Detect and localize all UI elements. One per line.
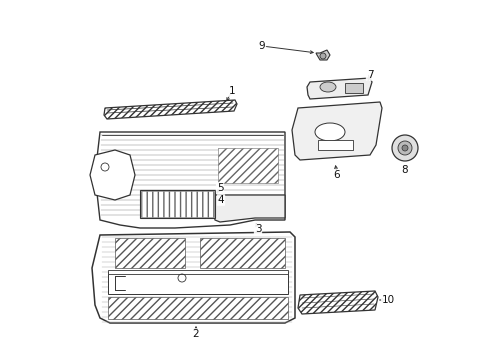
- Bar: [318, 140, 353, 150]
- Polygon shape: [307, 78, 372, 99]
- Text: 6: 6: [334, 170, 341, 180]
- Polygon shape: [95, 132, 285, 228]
- Polygon shape: [108, 270, 288, 274]
- Text: 8: 8: [402, 165, 408, 175]
- Bar: [108, 272, 288, 294]
- Bar: [345, 83, 363, 93]
- Bar: [200, 238, 285, 268]
- Polygon shape: [92, 232, 295, 323]
- Circle shape: [392, 135, 418, 161]
- Polygon shape: [316, 50, 330, 60]
- Text: 1: 1: [229, 86, 235, 96]
- Text: 9: 9: [259, 41, 265, 51]
- Polygon shape: [140, 190, 215, 218]
- Polygon shape: [213, 195, 285, 222]
- Circle shape: [398, 141, 412, 155]
- Circle shape: [320, 53, 326, 59]
- Bar: [115, 238, 185, 268]
- Text: 4: 4: [218, 195, 224, 205]
- Bar: [141, 191, 214, 217]
- Bar: [218, 148, 278, 183]
- Text: 3: 3: [255, 224, 261, 234]
- Circle shape: [402, 145, 408, 151]
- Polygon shape: [104, 100, 237, 119]
- Text: 7: 7: [367, 70, 373, 80]
- Polygon shape: [292, 102, 382, 160]
- Ellipse shape: [320, 82, 336, 92]
- Bar: [108, 297, 288, 319]
- Polygon shape: [90, 150, 135, 200]
- Text: 10: 10: [381, 295, 394, 305]
- Text: 5: 5: [217, 183, 223, 193]
- Ellipse shape: [315, 123, 345, 141]
- Polygon shape: [298, 291, 378, 314]
- Text: 2: 2: [193, 329, 199, 339]
